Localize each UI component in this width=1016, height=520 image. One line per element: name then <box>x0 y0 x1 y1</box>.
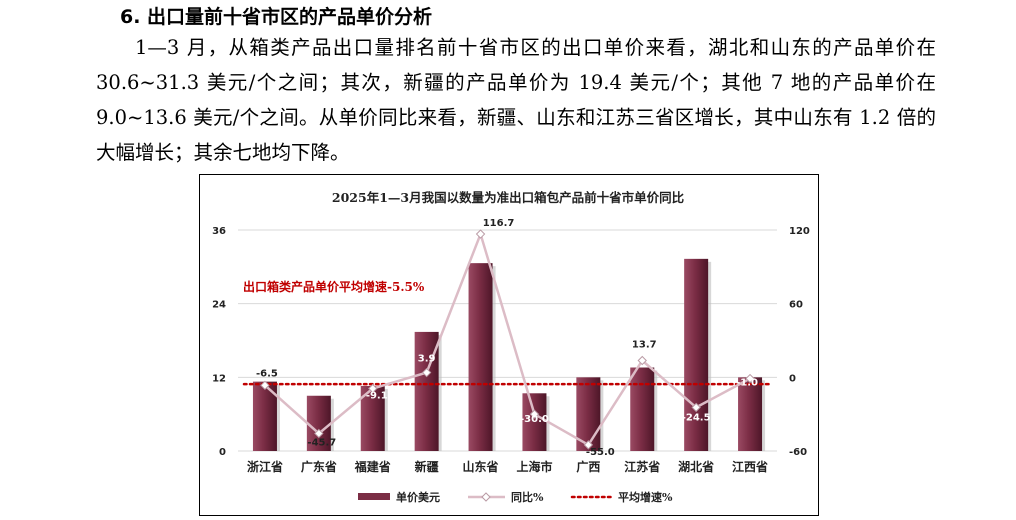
yoy-data-label: 116.7 <box>483 218 515 229</box>
chart-container: 2025年1—3月我国以数量为准出口箱包产品前十省市单价同比 0 12 24 36 -… <box>199 174 819 516</box>
analysis-paragraph: 1—3 月，从箱类产品出口量排名前十省市区的出口单价来看，湖北和山东的产品单价在… <box>96 30 936 170</box>
legend-bar-label: 单价美元 <box>396 490 440 504</box>
bar <box>630 367 655 451</box>
yoy-point <box>368 383 378 394</box>
yoy-point <box>314 428 324 439</box>
yoy-line <box>264 230 751 447</box>
x-category-label: 湖北省 <box>678 459 714 474</box>
y-left-tick-label: 12 <box>212 373 226 384</box>
legend-line-label: 同比% <box>511 490 544 504</box>
y-right-ticks: -60 0 60 120 <box>789 226 810 458</box>
y-right-tick-label: 60 <box>789 300 803 311</box>
yoy-point <box>421 367 432 378</box>
y-right-tick-label: 0 <box>789 373 796 384</box>
yoy-data-label: 13.7 <box>632 340 657 351</box>
yoy-point <box>691 402 701 413</box>
yoy-point <box>637 355 647 366</box>
bar <box>306 395 331 451</box>
yoy-point <box>529 409 540 419</box>
yoy-data-label: -24.5 <box>682 412 711 423</box>
data-labels: -6.5 -45.7 -9.1 3.9 116.7 -30.0 -55.0 13.7 -24.5… <box>256 218 758 458</box>
bar <box>522 393 547 451</box>
legend-avg-label: 平均增速% <box>618 490 673 504</box>
yoy-line-series <box>260 229 755 450</box>
average-annotation: 出口箱类产品单价平均增速-5.5% <box>243 279 425 294</box>
x-category-label: 广西 <box>576 459 600 474</box>
x-category-label: 江西省 <box>732 459 768 474</box>
yoy-data-label: 3.9 <box>418 354 436 365</box>
x-category-label: 江苏省 <box>624 459 660 474</box>
yoy-point <box>745 373 755 384</box>
legend-bar-swatch <box>358 493 390 500</box>
yoy-point <box>260 380 270 391</box>
x-category-label: 广东省 <box>301 459 337 474</box>
x-category-labels: 浙江省 广东省 福建省 新疆 山东省 上海市 广西 江苏省 湖北省 江西省 <box>247 459 768 474</box>
y-left-tick-label: 24 <box>212 300 226 311</box>
bar <box>468 263 493 451</box>
yoy-data-label: -9.1 <box>366 391 388 402</box>
x-category-label: 福建省 <box>354 459 391 474</box>
chart-title: 2025年1—3月我国以数量为准出口箱包产品前十省市单价同比 <box>332 190 685 205</box>
bar <box>738 377 763 451</box>
x-category-label: 山东省 <box>463 459 499 474</box>
y-left-tick-label: 0 <box>219 447 226 458</box>
bar <box>576 377 601 451</box>
yoy-data-label: -55.0 <box>586 447 615 458</box>
x-category-label: 浙江省 <box>247 459 283 474</box>
legend-line-marker <box>481 492 491 502</box>
y-right-tick-label: 120 <box>789 226 810 237</box>
bar <box>684 258 709 451</box>
yoy-data-label: -6.5 <box>256 368 278 379</box>
price-yoy-chart: 2025年1—3月我国以数量为准出口箱包产品前十省市单价同比 0 12 24 36 -… <box>212 190 810 504</box>
y-right-tick-label: -60 <box>789 447 807 458</box>
paragraph-text: 1—3 月，从箱类产品出口量排名前十省市区的出口单价来看，湖北和山东的产品单价在… <box>96 36 936 164</box>
yoy-point <box>475 229 486 239</box>
y-left-tick-label: 36 <box>212 226 226 237</box>
section-heading: 6. 出口量前十省市区的产品单价分析 <box>120 6 433 28</box>
yoy-point <box>583 440 594 450</box>
legend: 单价美元 同比% 平均增速% <box>358 490 673 504</box>
yoy-data-label: -1.0 <box>736 378 758 389</box>
x-category-label: 新疆 <box>415 459 439 474</box>
x-category-label: 上海市 <box>516 459 552 474</box>
yoy-data-label: -30.0 <box>520 414 549 425</box>
yoy-data-label: -45.7 <box>307 437 336 448</box>
y-left-ticks: 0 12 24 36 <box>212 226 226 458</box>
